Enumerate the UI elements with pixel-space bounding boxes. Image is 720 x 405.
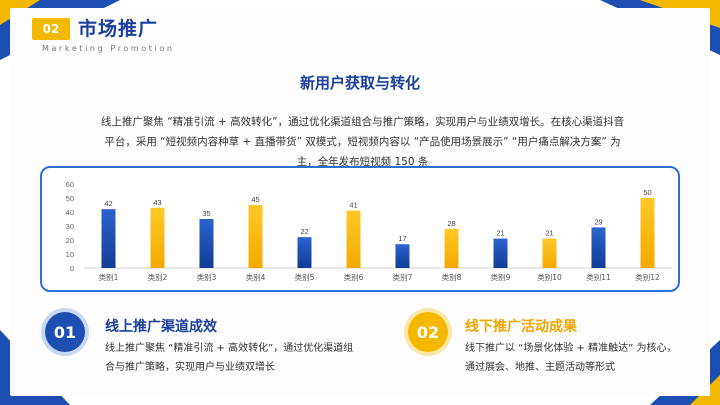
block-number-01: 01 [45, 312, 85, 352]
x-tick-label: 类别7 [393, 272, 413, 282]
x-tick-label: 类别9 [491, 272, 511, 282]
bar-data-label: 29 [594, 217, 602, 226]
bar-data-label: 43 [153, 198, 161, 207]
bar [591, 227, 606, 268]
bar-chart: 0 10 20 30 40 50 60 42 类别1 43 类别2 35 类别3 45 类别4 22 类别5 41… [40, 166, 680, 292]
bar-data-label: 45 [251, 195, 259, 204]
block-text-online: 线上推广聚焦 “精准引流 + 高效转化”，通过优化渠道组合与推广策略，实现用户与… [105, 343, 354, 373]
x-tick-label: 类别2 [148, 272, 168, 282]
bar-data-label: 22 [300, 227, 308, 236]
bar [346, 210, 361, 268]
x-tick-label: 类别11 [586, 272, 611, 282]
page-title: 市场推广 [78, 18, 159, 40]
x-tick-label: 类别10 [537, 272, 562, 282]
block-number-02: 02 [408, 312, 448, 352]
bar [101, 209, 116, 268]
section-number-badge: 02 [32, 18, 70, 40]
bar-chart-svg: 0 10 20 30 40 50 60 42 类别1 43 类别2 35 类别3 45 类别4 22 类别5 41… [66, 180, 672, 282]
bar-data-label: 28 [447, 219, 455, 228]
x-tick-label: 类别5 [295, 272, 315, 282]
page-subtitle: Marketing Promotion [42, 44, 175, 53]
y-tick-label: 40 [66, 208, 74, 217]
bar [150, 207, 165, 268]
y-tick-label: 50 [66, 194, 74, 203]
bar [297, 237, 312, 268]
bar [640, 198, 655, 268]
bar [395, 244, 410, 268]
x-tick-label: 类别8 [442, 272, 462, 282]
bar-data-label: 21 [496, 229, 504, 238]
block-title-offline: 线下推广活动成果 [465, 319, 577, 335]
y-tick-label: 10 [66, 250, 74, 259]
x-tick-label: 类别1 [99, 272, 119, 282]
intro-paragraph: 线上推广聚焦 “精准引流 + 高效转化”，通过优化渠道组合与推广策略，实现用户与… [100, 116, 625, 168]
bar-data-label: 35 [202, 209, 210, 218]
bar [444, 228, 459, 268]
bar-data-label: 41 [349, 201, 357, 210]
bar-data-label: 17 [398, 234, 406, 243]
bar [542, 238, 557, 268]
y-tick-label: 60 [66, 180, 74, 189]
y-tick-label: 30 [66, 222, 74, 231]
bar-data-label: 42 [104, 199, 112, 208]
y-tick-label: 20 [66, 236, 74, 245]
x-tick-label: 类别4 [246, 272, 266, 282]
bar [493, 238, 508, 268]
section-title: 新用户获取与转化 [299, 74, 420, 92]
block-title-online: 线上推广渠道成效 [105, 319, 217, 335]
y-tick-label: 0 [70, 264, 74, 273]
x-tick-label: 类别6 [344, 272, 364, 282]
bar [199, 219, 214, 268]
x-tick-label: 类别12 [635, 272, 660, 282]
bar [248, 205, 263, 268]
block-text-offline: 线下推广以 “场景化体验 + 精准触达” 为核心，通过展会、地推、主题活动等形式 [465, 343, 677, 373]
bar-data-label: 50 [643, 188, 651, 197]
bar-data-label: 21 [545, 229, 553, 238]
x-tick-label: 类别3 [197, 272, 217, 282]
